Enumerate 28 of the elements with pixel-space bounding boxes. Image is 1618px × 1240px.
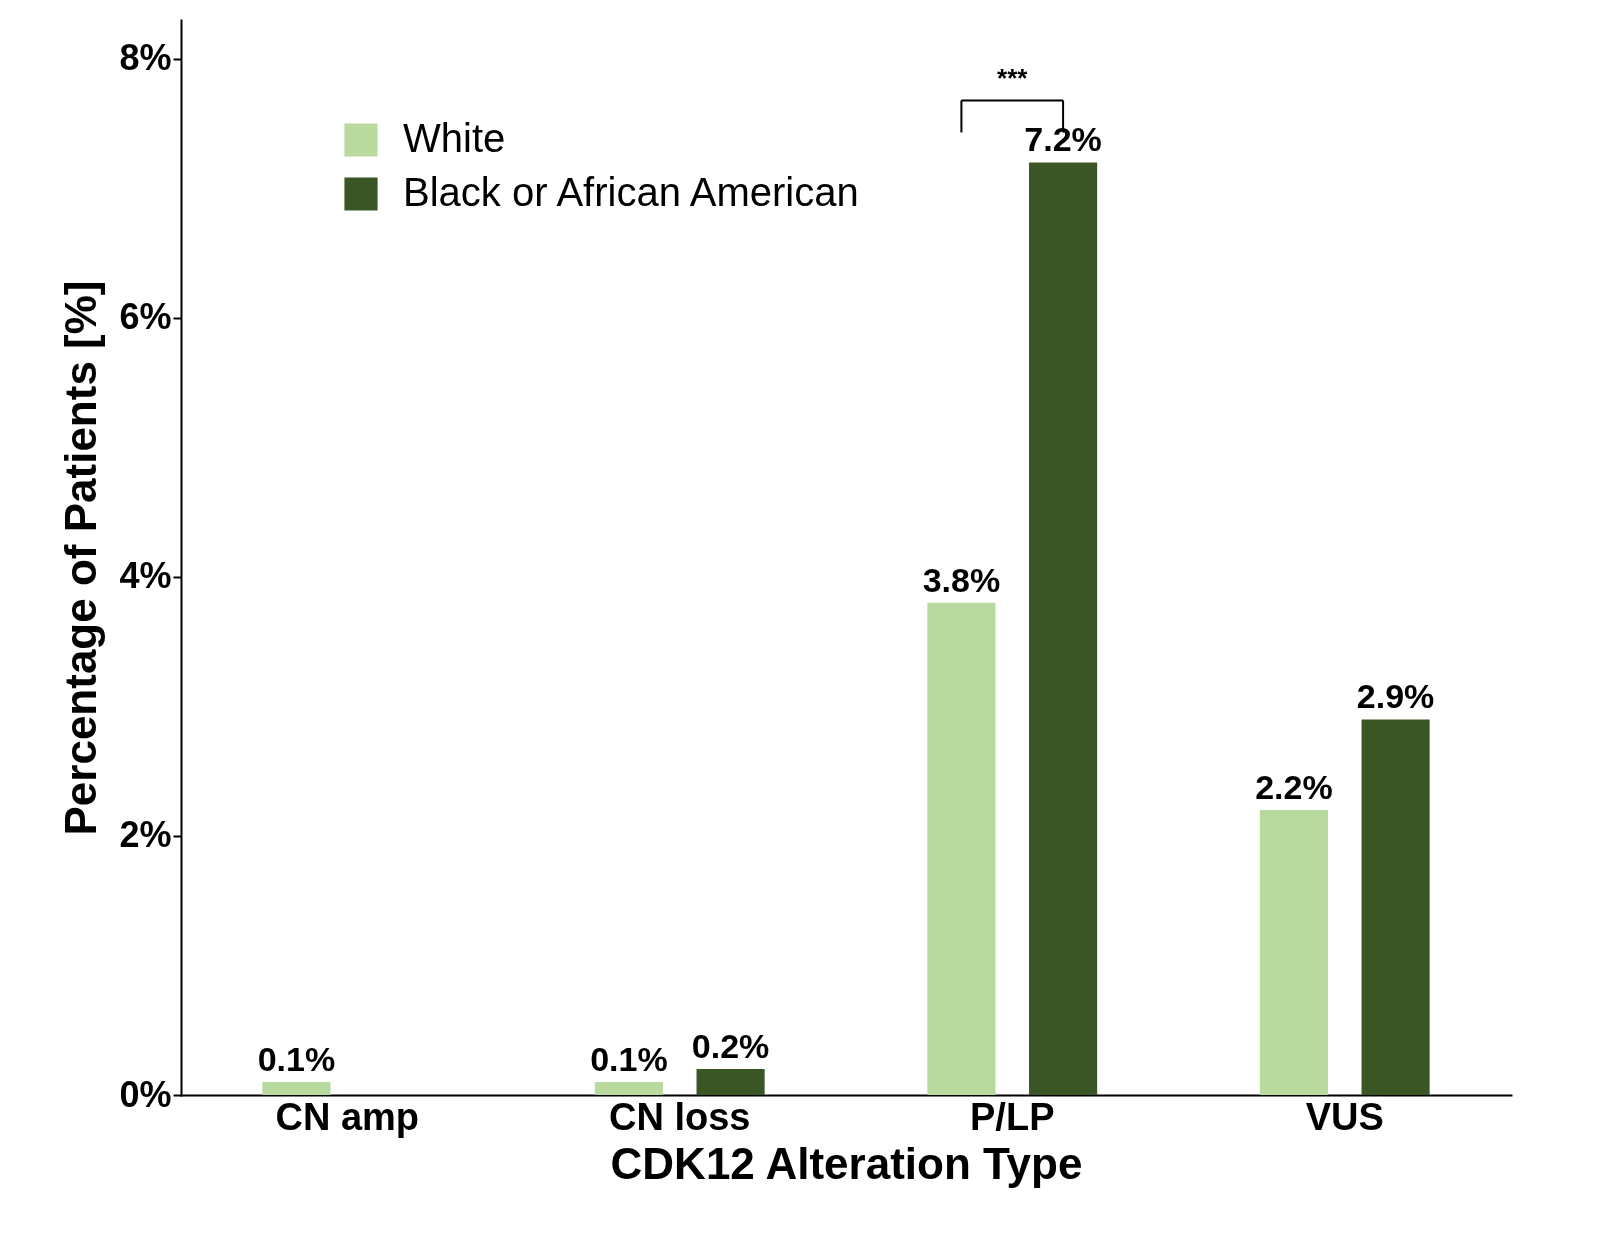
bar [1361,719,1430,1095]
y-tick-label: 8% [119,37,172,79]
annotation: *** [997,63,1029,94]
y-axis-title: Percentage of Patients [%] [56,280,106,836]
bar [594,1082,663,1095]
y-tick-label: 6% [119,296,172,338]
legend-label: Black or African American [403,170,859,214]
y-tick-label: 4% [119,555,172,597]
bar [696,1069,765,1095]
data-label: 2.9% [1356,677,1435,716]
bar [927,602,996,1095]
data-label: 0.1% [257,1040,336,1079]
data-label: 0.1% [590,1040,668,1079]
x-axis-title: CDK12 Alteration Type [610,1138,1083,1188]
data-label: 0.2% [691,1027,770,1066]
data-label: 3.8% [922,560,1001,599]
x-tick-label: VUS [1305,1095,1384,1138]
data-label: 2.2% [1255,768,1333,807]
bar [262,1082,331,1095]
legend-label: White [403,116,506,160]
data-label: 7.2% [1024,120,1102,159]
y-tick-label: 2% [119,814,172,856]
x-tick-label: CN loss [609,1095,751,1138]
bar [1029,162,1098,1095]
x-tick-label: P/LP [970,1095,1055,1138]
y-tick-label: 0% [119,1073,172,1115]
bar [1259,810,1328,1095]
x-tick-label: CN amp [275,1095,420,1138]
